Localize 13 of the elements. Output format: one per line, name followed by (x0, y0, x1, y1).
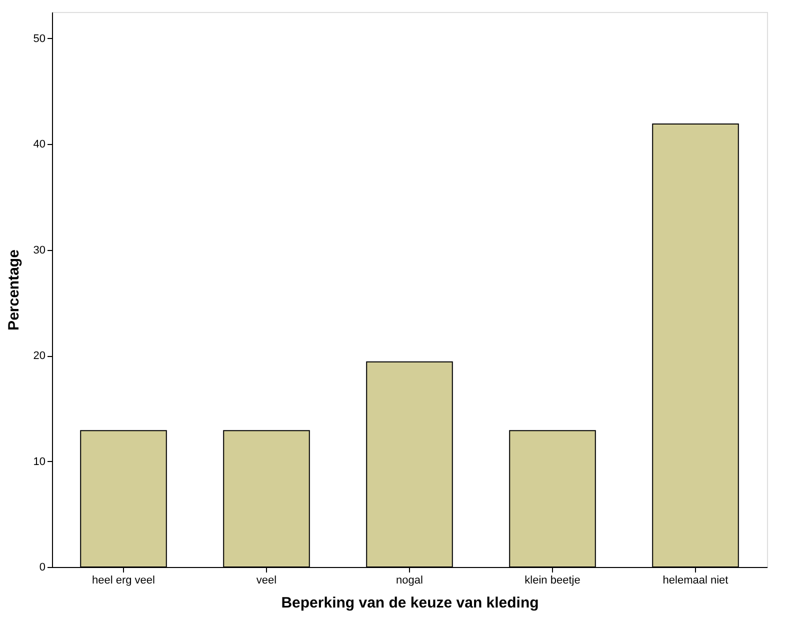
x-tick-label: nogal (396, 574, 423, 586)
x-tick-label: heel erg veel (92, 574, 155, 586)
y-tick-label: 40 (33, 138, 46, 151)
y-axis-title: Percentage (5, 250, 22, 330)
x-tick-label: helemaal niet (662, 574, 728, 586)
x-tick-label: veel (256, 574, 277, 586)
y-tick-label: 50 (33, 32, 46, 45)
y-tick-label: 10 (33, 456, 46, 468)
y-tick-label: 0 (39, 562, 46, 574)
y-tick-label: 20 (33, 350, 46, 362)
x-tick-label: klein beetje (524, 574, 580, 586)
x-axis-title: Beperking van de keuze van kleding (281, 594, 539, 612)
y-tick-label: 30 (33, 244, 46, 256)
